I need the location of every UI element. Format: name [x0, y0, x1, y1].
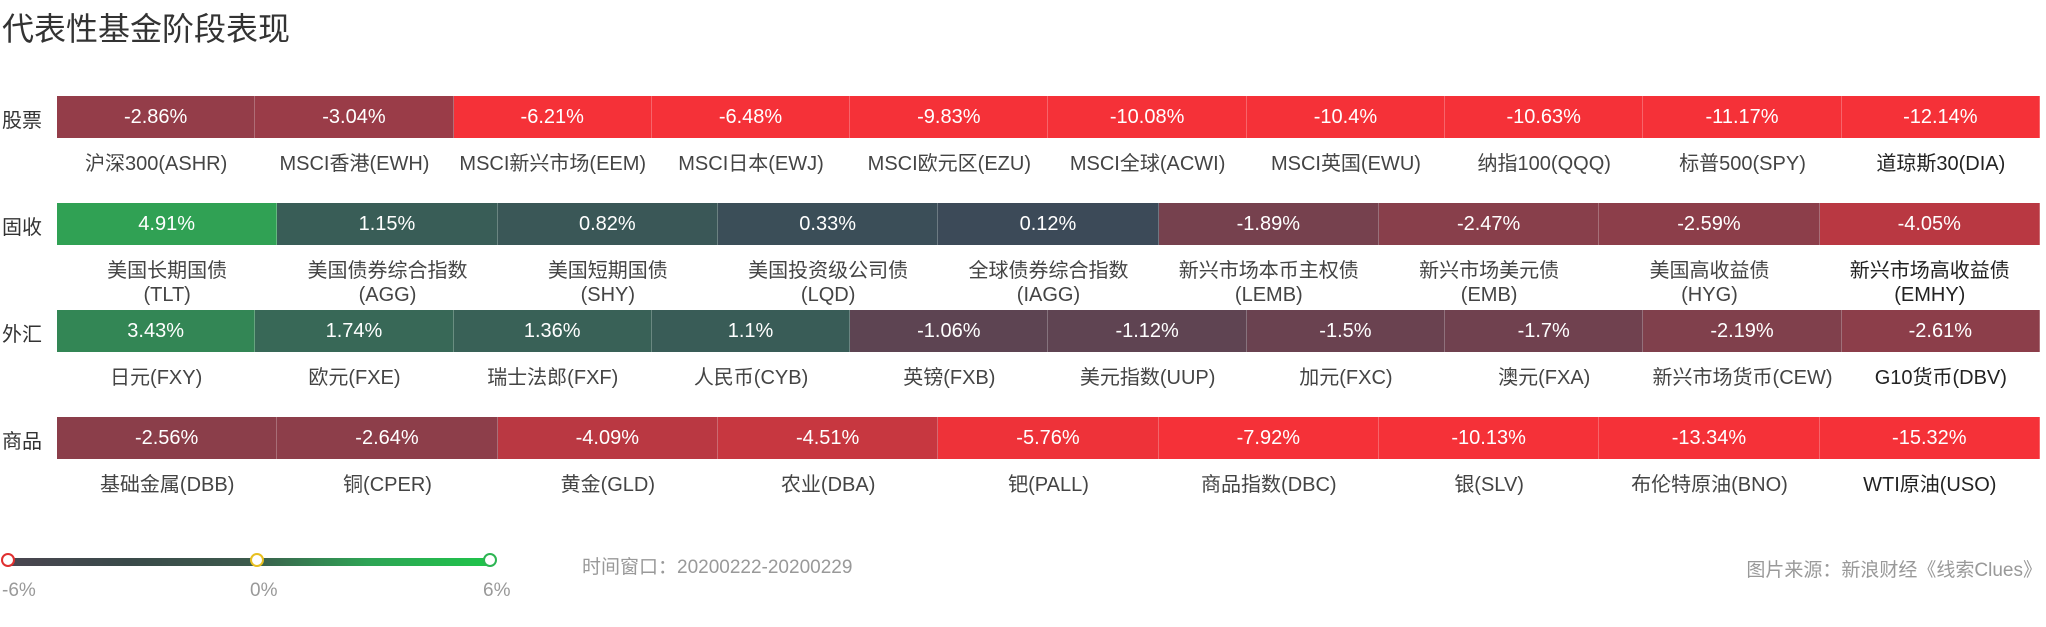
heatmap-cell[interactable]: -3.04% — [255, 96, 454, 138]
heatmap-cell[interactable]: 3.43% — [57, 310, 256, 352]
heatmap-cell[interactable]: -4.09% — [497, 417, 718, 459]
row-label: 商品 — [2, 431, 42, 453]
fund-name-label: 新兴市场货币(CEW) — [1652, 367, 1833, 389]
heatmap-cell[interactable]: -10.08% — [1048, 96, 1247, 138]
fund-name-label: 沪深300(ASHR) — [85, 153, 228, 175]
heatmap-cell[interactable]: 1.1% — [651, 310, 851, 352]
heatmap-cell[interactable]: 1.36% — [453, 310, 652, 352]
row-label: 外汇 — [2, 324, 42, 346]
row-label: 固收 — [2, 217, 42, 239]
fund-name-label: 瑞士法郎(FXF) — [487, 367, 619, 389]
heatmap-cell[interactable]: -10.4% — [1246, 96, 1446, 138]
heatmap-cell[interactable]: -5.76% — [938, 417, 1159, 459]
fund-name-label: 标普500(SPY) — [1679, 153, 1806, 175]
heatmap-cell[interactable]: -2.64% — [277, 417, 498, 459]
fund-name-label: 新兴市场美元债 (EMB) — [1419, 260, 1560, 306]
fund-name-label: 道琼斯30(DIA) — [1876, 153, 2006, 175]
fund-name-label: 新兴市场本币主权债 (LEMB) — [1178, 260, 1359, 306]
fund-name-row: 日元(FXY) 欧元(FXE) 瑞士法郎(FXF) 人民币(CYB) 英镑(FXB) 美元… — [57, 366, 2040, 390]
chart-title: 代表性基金阶段表现 — [2, 11, 291, 47]
heatmap-cell[interactable]: -12.14% — [1841, 96, 2040, 138]
fund-name-label: 农业(DBA) — [780, 474, 876, 496]
fund-name-label: 银(SLV) — [1454, 474, 1524, 496]
heatmap-cell[interactable]: 0.33% — [717, 203, 939, 245]
legend-max-handle[interactable] — [483, 553, 497, 567]
heatmap-row: -2.86% -3.04% -6.21% -6.48% -9.83% -10.08% -10… — [57, 96, 2040, 138]
heatmap-cell[interactable]: -11.17% — [1643, 96, 1842, 138]
heatmap-row: 4.91% 1.15% 0.82% 0.33% 0.12% -1.89% -2.47% -2.… — [57, 203, 2040, 245]
heatmap-row: -2.56% -2.64% -4.09% -4.51% -5.76% -7.92% -10.… — [57, 417, 2040, 459]
heatmap-cell[interactable]: 1.15% — [277, 203, 498, 245]
fund-name-label: 美国债券综合指数 (AGG) — [307, 260, 468, 306]
heatmap-cell[interactable]: -10.63% — [1445, 96, 1644, 138]
fund-name-label: 美国高收益债 (HYG) — [1649, 260, 1770, 306]
fund-name-label: 布伦特原油(BNO) — [1631, 474, 1788, 496]
heatmap-cell[interactable]: -13.34% — [1599, 417, 1820, 459]
heatmap-cell[interactable]: 4.91% — [57, 203, 278, 245]
legend-gradient-bar — [7, 558, 489, 566]
heatmap-cell[interactable]: -1.7% — [1445, 310, 1644, 352]
heatmap-cell[interactable]: -6.48% — [651, 96, 851, 138]
fund-name-label: MSCI日本(EWJ) — [678, 153, 824, 175]
legend-min-handle[interactable] — [1, 553, 15, 567]
fund-name-label: MSCI欧元区(EZU) — [867, 153, 1031, 175]
fund-name-label: 纳指100(QQQ) — [1477, 153, 1611, 175]
heatmap-cell[interactable]: -1.89% — [1158, 203, 1379, 245]
fund-name-label: 新兴市场高收益债 (EMHY) — [1849, 260, 2010, 306]
heatmap-cell[interactable]: -2.61% — [1841, 310, 2040, 352]
heatmap-cell[interactable]: 0.12% — [938, 203, 1159, 245]
heatmap-cell[interactable]: -1.06% — [850, 310, 1049, 352]
heatmap-cell[interactable]: 1.74% — [255, 310, 454, 352]
fund-name-row: 美国长期国债 (TLT) 美国债券综合指数 (AGG) 美国短期国债 (SHY) 美国… — [57, 259, 2040, 307]
fund-name-label: 英镑(FXB) — [903, 367, 996, 389]
heatmap-cell[interactable]: -4.51% — [717, 417, 939, 459]
fund-name-label: 基础金属(DBB) — [99, 474, 235, 496]
fund-name-label: 澳元(FXA) — [1498, 367, 1591, 389]
heatmap-cell[interactable]: -1.5% — [1246, 310, 1446, 352]
fund-name-label: 商品指数(DBC) — [1201, 474, 1337, 496]
heatmap-cell[interactable]: -2.86% — [57, 96, 256, 138]
fund-name-label: MSCI香港(EWH) — [279, 153, 430, 175]
fund-name-label: G10货币(DBV) — [1874, 367, 2007, 389]
heatmap-cell[interactable]: -2.19% — [1643, 310, 1842, 352]
heatmap-cell[interactable]: 0.82% — [497, 203, 718, 245]
fund-name-row: 沪深300(ASHR) MSCI香港(EWH) MSCI新兴市场(EEM) MSCI日… — [57, 152, 2040, 176]
fund-name-label: 美元指数(UUP) — [1079, 367, 1216, 389]
fund-name-label: 加元(FXC) — [1299, 367, 1393, 389]
fund-name-label: 美国短期国债 (SHY) — [547, 260, 668, 306]
row-label: 股票 — [2, 110, 42, 132]
fund-name-label: MSCI全球(ACWI) — [1069, 153, 1226, 175]
fund-name-label: 美国投资级公司债 (LQD) — [748, 260, 909, 306]
heatmap-row: 3.43% 1.74% 1.36% 1.1% -1.06% -1.12% -1.5% -1.7… — [57, 310, 2040, 352]
fund-name-label: MSCI英国(EWU) — [1270, 153, 1421, 175]
heatmap-cell[interactable]: -2.47% — [1378, 203, 1600, 245]
legend-mid-handle[interactable] — [250, 553, 264, 567]
heatmap-cell[interactable]: -4.05% — [1819, 203, 2040, 245]
legend-mid-label: 0% — [250, 580, 278, 601]
fund-name-label: 日元(FXY) — [110, 367, 203, 389]
fund-name-label: 欧元(FXE) — [308, 367, 401, 389]
heatmap-cell[interactable]: -10.13% — [1378, 417, 1600, 459]
heatmap-cell[interactable]: -6.21% — [453, 96, 652, 138]
fund-name-label: 全球债券综合指数 (IAGG) — [968, 260, 1129, 306]
fund-name-label: 铜(CPER) — [343, 474, 432, 496]
heatmap-cell[interactable]: -9.83% — [850, 96, 1049, 138]
heatmap-cell[interactable]: -7.92% — [1158, 417, 1379, 459]
legend-min-label: -6% — [2, 580, 36, 601]
time-window-label: 时间窗口：20200222-20200229 — [582, 557, 853, 578]
fund-name-label: 黄金(GLD) — [560, 474, 656, 496]
heatmap-cell[interactable]: -2.56% — [57, 417, 278, 459]
heatmap-cell[interactable]: -2.59% — [1599, 203, 1820, 245]
fund-name-label: 美国长期国债 (TLT) — [107, 260, 228, 306]
fund-name-row: 基础金属(DBB) 铜(CPER) 黄金(GLD) 农业(DBA) 钯(PALL) 商品指… — [57, 473, 2040, 497]
fund-name-label: WTI原油(USO) — [1863, 474, 1997, 496]
image-source-label: 图片来源：新浪财经《线索Clues》 — [1746, 560, 2042, 581]
legend-max-label: 6% — [483, 580, 511, 601]
heatmap-cell[interactable]: -1.12% — [1048, 310, 1247, 352]
heatmap-cell[interactable]: -15.32% — [1819, 417, 2040, 459]
fund-name-label: 钯(PALL) — [1008, 474, 1089, 496]
fund-name-label: MSCI新兴市场(EEM) — [459, 153, 647, 175]
fund-name-label: 人民币(CYB) — [693, 367, 809, 389]
